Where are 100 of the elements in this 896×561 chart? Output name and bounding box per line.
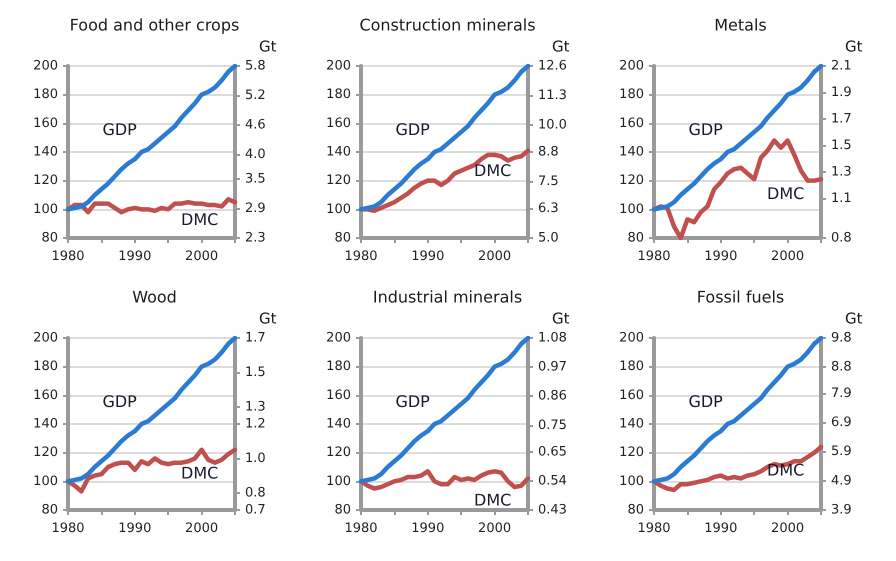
y2-tick-label: 11.3: [538, 88, 567, 103]
x-tick-label: 2000: [771, 521, 804, 536]
y-tick-label: 120: [326, 445, 351, 460]
y-tick-label: 80: [627, 230, 644, 246]
y2-tick-label: 9.8: [831, 330, 852, 346]
y-tick-label: 140: [326, 416, 351, 432]
line-series: [358, 64, 530, 212]
y-tick-label: 180: [326, 359, 351, 374]
y2-tick-label: 2.1: [831, 58, 852, 74]
chart-title: Food and other crops: [70, 16, 240, 34]
chart-title: Metals: [714, 16, 767, 34]
y-tick-label: 200: [33, 58, 58, 74]
y-tick-label: 180: [326, 87, 351, 102]
y2-tick-label: 6.3: [538, 201, 559, 216]
y-tick-label: 140: [33, 416, 58, 432]
y-tick-label: 180: [619, 359, 644, 374]
y-tick-label: 100: [33, 202, 58, 217]
y2-tick-label: 1.5: [245, 364, 266, 380]
y-tick-label: 140: [619, 144, 644, 160]
y2-tick-label: 10.0: [538, 117, 567, 132]
y2-tick-label: 0.8: [245, 485, 266, 500]
x-tick-label: 1980: [637, 249, 671, 264]
x-tick-label: 2000: [478, 521, 512, 536]
y2-tick-label: 12.6: [538, 58, 567, 74]
y2-tick-label: 4.6: [245, 117, 266, 132]
y2-tick-label: 0.75: [538, 418, 567, 433]
y-tick-label: 100: [619, 474, 644, 489]
y2-tick-label: 0.54: [538, 473, 567, 488]
series-label: GDP: [688, 120, 724, 139]
series-label: DMC: [474, 490, 512, 510]
y-tick-label: 140: [33, 144, 58, 160]
y-tick-label: 100: [33, 474, 58, 489]
y-tick-label: 160: [619, 388, 644, 403]
y2-axis-title: Gt: [552, 38, 570, 56]
y2-tick-label: 5.9: [831, 444, 852, 460]
y-tick-label: 100: [619, 202, 644, 217]
y2-tick-label: 1.1: [831, 190, 852, 206]
y2-tick-label: 5.2: [245, 88, 266, 103]
series-label: GDP: [102, 120, 138, 139]
y2-tick-label: 5.8: [245, 58, 266, 74]
series-label: GDP: [688, 392, 724, 411]
x-tick-label: 1980: [51, 521, 85, 536]
y2-axis-title: Gt: [845, 38, 863, 56]
chart-title: Construction minerals: [359, 16, 536, 34]
y2-axis-title: Gt: [259, 310, 277, 328]
x-tick-label: 1990: [118, 249, 152, 264]
y2-tick-label: 1.9: [831, 84, 852, 100]
y2-tick-label: 0.43: [538, 502, 567, 518]
x-tick-label: 1990: [704, 521, 738, 536]
y2-tick-label: 6.9: [831, 415, 852, 430]
line-series: [66, 448, 238, 494]
y2-tick-label: 1.0: [245, 450, 266, 466]
y2-axis-title: Gt: [259, 38, 277, 56]
y2-tick-label: 0.97: [538, 360, 567, 375]
y2-tick-label: 8.8: [831, 360, 852, 375]
y-tick-label: 160: [33, 388, 58, 403]
y-tick-label: 200: [326, 58, 351, 74]
y-tick-label: 120: [619, 173, 644, 188]
y2-tick-label: 3.5: [245, 172, 266, 187]
line-series: [66, 64, 238, 212]
y-tick-label: 200: [326, 330, 351, 346]
x-tick-label: 1990: [704, 249, 738, 264]
y-tick-label: 180: [619, 87, 644, 102]
y-tick-label: 80: [41, 502, 58, 518]
x-tick-label: 2000: [185, 249, 218, 264]
x-tick-label: 1980: [344, 521, 378, 536]
line-series: [652, 64, 824, 212]
y-tick-label: 160: [326, 116, 351, 131]
chart-title: Industrial minerals: [372, 288, 522, 306]
x-tick-label: 1980: [51, 249, 85, 264]
y-tick-label: 120: [33, 173, 58, 188]
y2-tick-label: 2.3: [245, 230, 266, 246]
series-label: DMC: [766, 184, 804, 204]
y-tick-label: 80: [627, 502, 644, 518]
x-tick-label: 1980: [344, 249, 378, 264]
y2-tick-label: 7.9: [831, 386, 852, 401]
y2-tick-label: 1.3: [831, 164, 852, 180]
y2-tick-label: 1.7: [831, 111, 852, 126]
series-label: DMC: [180, 463, 218, 482]
x-tick-label: 1980: [637, 521, 671, 536]
y-tick-label: 160: [619, 116, 644, 131]
y-tick-label: 160: [33, 116, 58, 131]
line-series: [358, 469, 530, 491]
y2-tick-label: 0.8: [831, 230, 852, 246]
y2-tick-label: 1.2: [245, 416, 266, 432]
y-tick-label: 120: [326, 173, 351, 188]
y2-tick-label: 8.8: [538, 144, 559, 160]
line-series: [652, 336, 824, 484]
x-tick-label: 2000: [771, 249, 804, 264]
y-tick-label: 140: [619, 416, 644, 432]
y-tick-label: 200: [619, 58, 644, 74]
series-label: GDP: [395, 392, 430, 411]
chart-title: Fossil fuels: [696, 288, 784, 306]
y2-tick-label: 0.65: [538, 444, 567, 460]
y2-axis-title: Gt: [845, 310, 863, 328]
y2-tick-label: 2.9: [245, 201, 266, 216]
y-tick-label: 140: [326, 144, 351, 160]
y2-tick-label: 1.08: [538, 330, 567, 346]
x-tick-label: 2000: [185, 521, 218, 536]
y-tick-label: 160: [326, 388, 351, 403]
